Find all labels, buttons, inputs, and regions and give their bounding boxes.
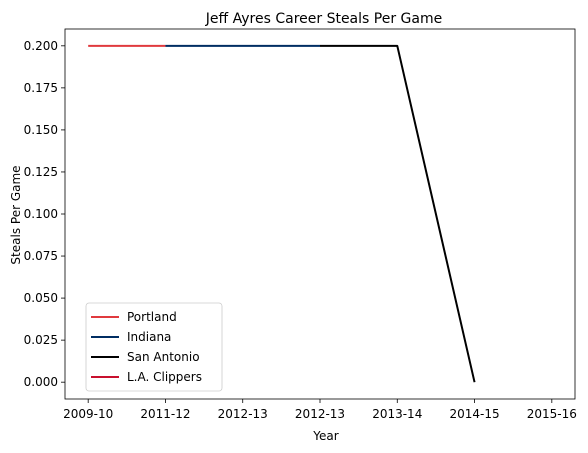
y-tick-label: 0.200 [24, 39, 58, 53]
legend-label: Portland [127, 310, 177, 324]
x-tick-label: 2011-12 [140, 407, 190, 421]
y-tick-label: 0.100 [24, 207, 58, 221]
legend-label: L.A. Clippers [127, 370, 202, 384]
chart-title: Jeff Ayres Career Steals Per Game [205, 11, 442, 27]
x-tick-label: 2015-16 [527, 407, 577, 421]
y-tick-label: 0.150 [24, 123, 58, 137]
y-tick-label: 0.000 [24, 375, 58, 389]
plot-frame [64, 28, 576, 400]
x-tick-label: 2009-10 [63, 407, 113, 421]
axis-ticks: 0.000 0.025 0.050 0.075 0.100 0.125 0.150 0.175… [24, 39, 577, 421]
y-tick-label: 0.075 [24, 249, 58, 263]
legend: Portland Indiana San Antonio L.A. Clippers [85, 302, 223, 392]
legend-label: Indiana [127, 330, 171, 344]
x-tick-label: 2012-13 [295, 407, 345, 421]
legend-box [85, 302, 223, 392]
x-tick-label: 2014-15 [449, 407, 499, 421]
y-tick-label: 0.025 [24, 333, 58, 347]
x-axis-label: Year [312, 429, 338, 443]
x-tick-label: 2013-14 [372, 407, 422, 421]
series-lines [88, 44, 476, 383]
legend-label: San Antonio [127, 350, 200, 364]
y-tick-label: 0.175 [24, 81, 58, 95]
y-tick-label: 0.125 [24, 165, 58, 179]
y-axis-label: Steals Per Game [9, 165, 23, 264]
y-tick-label: 0.050 [24, 291, 58, 305]
x-tick-label: 2012-13 [218, 407, 268, 421]
series-line-san-antonio [320, 44, 476, 383]
